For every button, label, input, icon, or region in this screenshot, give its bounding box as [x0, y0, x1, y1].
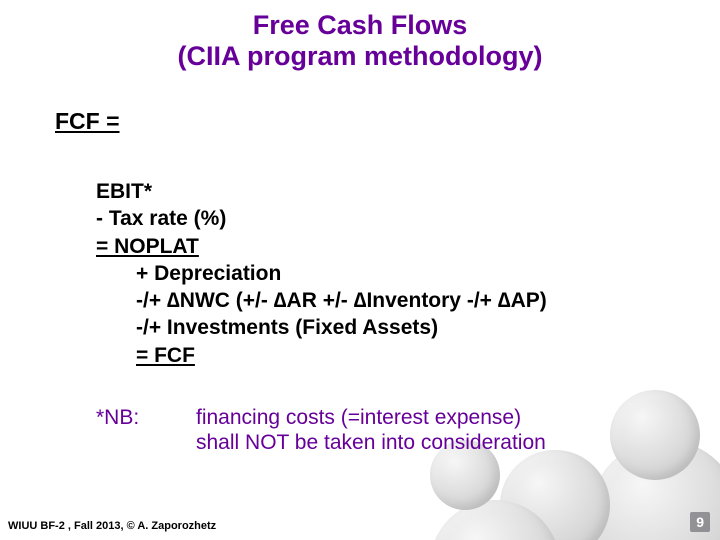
slide: { "title_line1": "Free Cash Flows", "tit…: [0, 0, 720, 540]
formula-line-inv: -/+ Investments (Fixed Assets): [96, 314, 547, 341]
nb-text: financing costs (=interest expense) shal…: [196, 405, 546, 455]
formula-block: EBIT* - Tax rate (%) = NOPLAT + Deprecia…: [96, 178, 547, 369]
formula-line-tax: - Tax rate (%): [96, 205, 547, 232]
title-line-1: Free Cash Flows: [0, 10, 720, 41]
nb-text-line-2: shall NOT be taken into consideration: [196, 430, 546, 455]
formula-line-noplat: = NOPLAT: [96, 233, 547, 260]
slide-number: 9: [690, 512, 710, 532]
nb-text-line-1: financing costs (=interest expense): [196, 405, 546, 430]
nb-block: *NB: financing costs (=interest expense)…: [96, 405, 546, 455]
formula-line-nwc: -/+ ∆NWC (+/- ∆AR +/- ∆Inventory -/+ ∆AP…: [96, 287, 547, 314]
footer-author: WIUU BF-2 , Fall 2013, © A. Zaporozhetz: [8, 520, 216, 532]
title-line-2: (CIIA program methodology): [0, 41, 720, 72]
formula-line-fcf: = FCF: [96, 342, 547, 369]
nb-label: *NB:: [96, 405, 196, 455]
formula-line-ebit: EBIT*: [96, 178, 547, 205]
formula-line-depr: + Depreciation: [96, 260, 547, 287]
fcf-heading: FCF =: [55, 108, 120, 135]
slide-title: Free Cash Flows (CIIA program methodolog…: [0, 0, 720, 72]
